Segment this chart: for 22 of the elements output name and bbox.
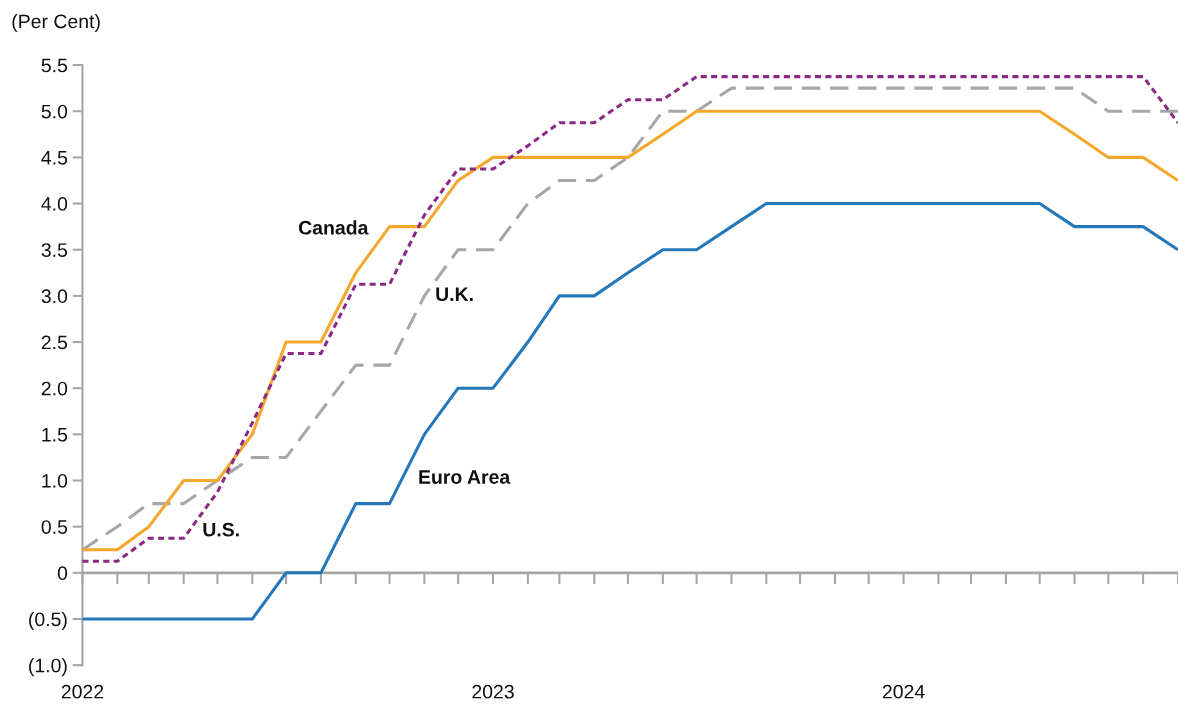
y-tick-label: 5.0 bbox=[41, 104, 68, 119]
y-tick-label: 0 bbox=[57, 566, 68, 581]
series-label: Canada bbox=[298, 220, 369, 235]
y-tick-label: 3.0 bbox=[41, 289, 68, 304]
series-label: U.S. bbox=[203, 522, 239, 537]
x-tick-label: 2023 bbox=[472, 684, 514, 699]
y-tick-label: 4.0 bbox=[41, 197, 68, 211]
x-tick-label: 2024 bbox=[882, 684, 925, 699]
y-tick-label: 0.5 bbox=[41, 520, 68, 534]
y-tick-label: 1.5 bbox=[42, 428, 68, 442]
y-tick-label: 5.5 bbox=[41, 58, 68, 73]
y-tick-label: (1.0) bbox=[29, 658, 67, 677]
y-axis-title: (Per Cent) bbox=[12, 14, 100, 33]
y-tick-label: 1.0 bbox=[42, 473, 68, 488]
y-tick-label: 3.5 bbox=[41, 243, 68, 257]
y-tick-label: 2.0 bbox=[41, 381, 68, 396]
x-tick-label: 2022 bbox=[61, 684, 104, 699]
series-label: U.K. bbox=[436, 287, 473, 302]
series-label: Euro Area bbox=[419, 470, 511, 484]
y-tick-label: 2.5 bbox=[41, 335, 68, 350]
y-tick-label: 4.5 bbox=[41, 151, 68, 165]
y-tick-label: (0.5) bbox=[29, 611, 67, 631]
